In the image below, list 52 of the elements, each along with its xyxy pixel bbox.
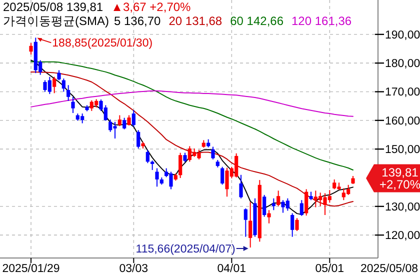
text: 139,81 xyxy=(382,165,419,180)
candlestick xyxy=(290,212,294,238)
candlestick xyxy=(136,130,140,149)
candlestick xyxy=(183,152,187,163)
candlestick xyxy=(155,168,159,188)
candlestick xyxy=(146,149,150,164)
text: +2,70% xyxy=(379,177,420,192)
x-tick-label: 03/03 xyxy=(119,263,148,275)
candlestick xyxy=(132,110,136,128)
candlestick xyxy=(211,146,215,160)
candlestick xyxy=(66,84,70,102)
y-tick-label: 190,00 xyxy=(385,29,420,42)
candlestick xyxy=(248,202,252,248)
annotation: 188,85(2025/01/30) xyxy=(52,38,153,50)
candlestick xyxy=(150,160,154,170)
text: 2025/05/08 xyxy=(360,263,418,275)
candlestick xyxy=(118,114,122,127)
candlestick xyxy=(295,218,299,232)
candlestick xyxy=(29,42,33,55)
candlestick xyxy=(71,96,75,114)
candlestick xyxy=(122,117,126,130)
y-tick-label: 130,00 xyxy=(385,201,420,214)
y-tick-label: 120,00 xyxy=(385,230,420,242)
chart-subtitle: ▲3,67 +2,70% xyxy=(111,0,192,14)
candlestick xyxy=(57,70,61,81)
annotation: 115,66(2025/04/07) xyxy=(136,244,236,256)
text: 120 161,36 xyxy=(292,14,352,28)
candlestick xyxy=(300,200,304,216)
chart-title: 2025/05/08 139,81 xyxy=(3,0,104,14)
candlestick xyxy=(220,166,224,186)
y-tick-label: 160,00 xyxy=(385,115,420,128)
text: 60 142,66 xyxy=(230,14,284,28)
candlestick xyxy=(178,152,182,179)
candlestick xyxy=(244,208,248,238)
candlestick xyxy=(262,194,266,218)
candlestick xyxy=(62,78,66,92)
legend-title: 가격이동평균(SMA) xyxy=(3,14,109,28)
candlestick xyxy=(52,76,56,94)
x-tick-label: 04/01 xyxy=(217,263,246,275)
y-tick-label: 180,00 xyxy=(385,58,420,70)
text: 5 136,70 xyxy=(114,14,162,28)
y-tick-label: 150,00 xyxy=(385,144,420,156)
candlestick xyxy=(267,210,271,224)
x-tick-label: 05/01 xyxy=(315,263,344,275)
y-tick-label: 170,00 xyxy=(385,86,420,99)
candlestick xyxy=(239,174,243,199)
candlestick xyxy=(127,114,131,126)
x-tick-label: 2025/01/29 xyxy=(2,263,60,275)
text: 20 131,68 xyxy=(168,14,222,28)
candlestick xyxy=(276,190,280,207)
candlestick xyxy=(304,188,308,216)
candlestick xyxy=(272,198,276,211)
